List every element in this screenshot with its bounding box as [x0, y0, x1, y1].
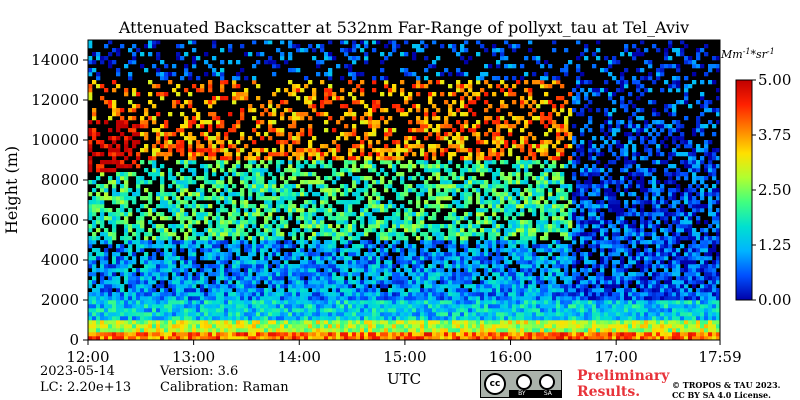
attribution-icon — [516, 374, 532, 390]
lidar-constant: LC: 2.20e+13 — [40, 380, 132, 395]
cc-license-badge: cc BY SA — [480, 370, 562, 398]
y-axis: 0 2000 4000 6000 8000 10000 12000 14000 — [31, 51, 88, 349]
license-strip: BY SA — [509, 390, 561, 397]
y-tick-label: 8000 — [41, 171, 79, 189]
backscatter-heatmap — [88, 40, 721, 341]
calibration-method: Calibration: Raman — [160, 380, 289, 395]
colorbar: 0.00 1.25 2.50 3.75 5.00 — [735, 71, 791, 309]
colorbar-tick-label: 1.25 — [758, 236, 791, 254]
colorbar-tick-label: 0.00 — [758, 291, 791, 309]
x-tick-label: 14:00 — [278, 348, 321, 366]
license-sa: SA — [543, 390, 552, 397]
plot-area — [87, 39, 721, 341]
copyright-line-2: CC BY SA 4.0 License. — [672, 390, 771, 400]
license-by: BY — [518, 390, 526, 397]
x-tick-label: 17:59 — [698, 348, 741, 366]
colorbar-tick-label: 2.50 — [758, 181, 791, 199]
y-tick-label: 12000 — [31, 91, 79, 109]
colorbar-tick-label: 3.75 — [758, 126, 791, 144]
x-tick-label: 16:00 — [489, 348, 532, 366]
preliminary-line-2: Results. — [577, 384, 641, 400]
cc-icon: cc — [484, 373, 506, 395]
y-tick-label: 0 — [69, 331, 79, 349]
x-axis-label: UTC — [387, 370, 421, 388]
colorbar-gradient — [735, 79, 753, 301]
y-tick-label: 2000 — [41, 291, 79, 309]
preliminary-line-1: Preliminary — [577, 368, 670, 384]
software-version: Version: 3.6 — [160, 364, 239, 379]
preliminary-notice: Preliminary Results. — [577, 368, 669, 400]
copyright-notice: © TROPOS & TAU 2023. CC BY SA 4.0 Licens… — [672, 380, 780, 400]
copyright-line-1: © TROPOS & TAU 2023. — [672, 380, 781, 390]
y-axis-label: Height (m) — [2, 146, 21, 234]
measurement-date: 2023-05-14 — [40, 364, 115, 379]
x-tick-label: 15:00 — [383, 348, 426, 366]
share-alike-icon — [539, 374, 555, 390]
y-tick-label: 6000 — [41, 211, 79, 229]
plot-frame — [87, 39, 721, 341]
x-axis: 12:00 13:00 14:00 15:00 16:00 17:00 17:59 — [66, 340, 742, 366]
x-tick-label: 13:00 — [172, 348, 215, 366]
colorbar-tick-label: 5.00 — [758, 71, 791, 89]
y-tick-label: 10000 — [31, 131, 79, 149]
x-tick-label: 12:00 — [66, 348, 109, 366]
y-tick-label: 14000 — [31, 51, 79, 69]
chart-title: Attenuated Backscatter at 532nm Far-Rang… — [118, 18, 689, 37]
x-tick-label: 17:00 — [595, 348, 638, 366]
colorbar-unit-label: Mm-1*sr-1 — [720, 47, 775, 62]
y-tick-label: 4000 — [41, 251, 79, 269]
